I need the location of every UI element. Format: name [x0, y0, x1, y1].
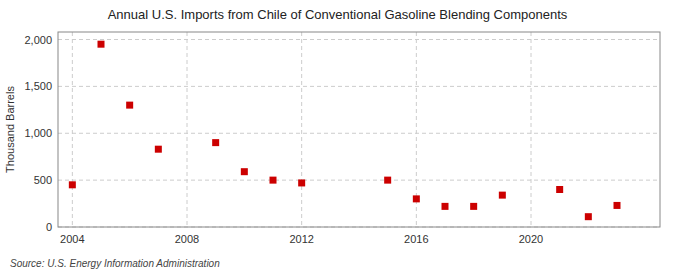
x-tick-label: 2012: [289, 233, 313, 245]
grid: [58, 32, 660, 227]
point: [98, 41, 105, 48]
y-grid-line: [58, 86, 660, 87]
point: [413, 195, 420, 202]
y-grid-line: [58, 180, 660, 181]
y-grid-line: [58, 39, 660, 40]
x-tick-label: 2016: [404, 233, 428, 245]
point: [69, 181, 76, 188]
annotation: Source: U.S. Energy Information Administ…: [10, 258, 220, 269]
y-tick-label: 2,000: [24, 34, 52, 46]
point: [499, 192, 506, 199]
y-tick-label: 500: [34, 174, 52, 186]
point: [241, 168, 248, 175]
x-grid-line: [187, 32, 188, 227]
x-grid-line: [72, 32, 73, 227]
x-tick-label: 2004: [60, 233, 84, 245]
point: [126, 102, 133, 109]
point: [212, 139, 219, 146]
x-grid-line: [301, 32, 302, 227]
point: [585, 213, 592, 220]
plot-frame: [58, 32, 660, 227]
x-tick-label: 2020: [519, 233, 543, 245]
point: [614, 202, 621, 209]
points: [69, 41, 621, 221]
y-tick-label: 1,000: [24, 127, 52, 139]
point: [384, 177, 391, 184]
point: [556, 186, 563, 193]
x-tick-label: 2008: [175, 233, 199, 245]
point: [298, 179, 305, 186]
title: Annual U.S. Imports from Chile of Conven…: [108, 7, 568, 22]
background: [0, 0, 675, 275]
y-axis-label: Thousand Barrels: [4, 86, 16, 173]
point: [470, 203, 477, 210]
point: [270, 177, 277, 184]
point: [442, 203, 449, 210]
axes: 0 500 1,000 1,500 2,000 2004 2008 2012 2016 2020: [24, 34, 543, 246]
x-grid-line: [531, 32, 532, 227]
y-tick-label: 1,500: [24, 80, 52, 92]
y-grid-line: [58, 133, 660, 134]
point: [155, 146, 162, 153]
y-tick-label: 0: [46, 221, 52, 233]
